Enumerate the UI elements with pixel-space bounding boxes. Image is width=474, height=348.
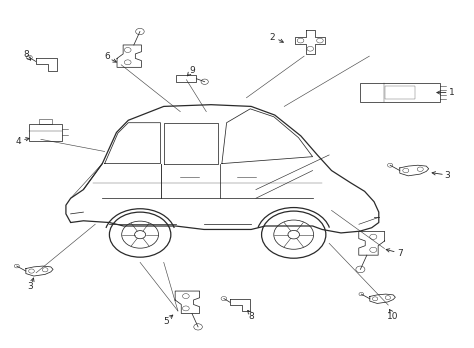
Text: 2: 2 <box>270 33 275 42</box>
Text: 1: 1 <box>449 88 455 97</box>
Bar <box>29 124 62 141</box>
Text: 10: 10 <box>387 311 399 321</box>
Text: 7: 7 <box>397 249 403 258</box>
Text: 3: 3 <box>445 171 450 180</box>
Bar <box>39 119 52 124</box>
Bar <box>360 83 440 102</box>
Text: 4: 4 <box>16 136 21 145</box>
Text: 8: 8 <box>24 50 29 59</box>
Bar <box>175 75 196 82</box>
Bar <box>385 86 415 99</box>
Text: 9: 9 <box>189 65 195 74</box>
Text: 8: 8 <box>248 311 254 321</box>
Text: 6: 6 <box>104 52 110 61</box>
Text: 5: 5 <box>163 317 169 326</box>
Text: 3: 3 <box>27 282 33 291</box>
